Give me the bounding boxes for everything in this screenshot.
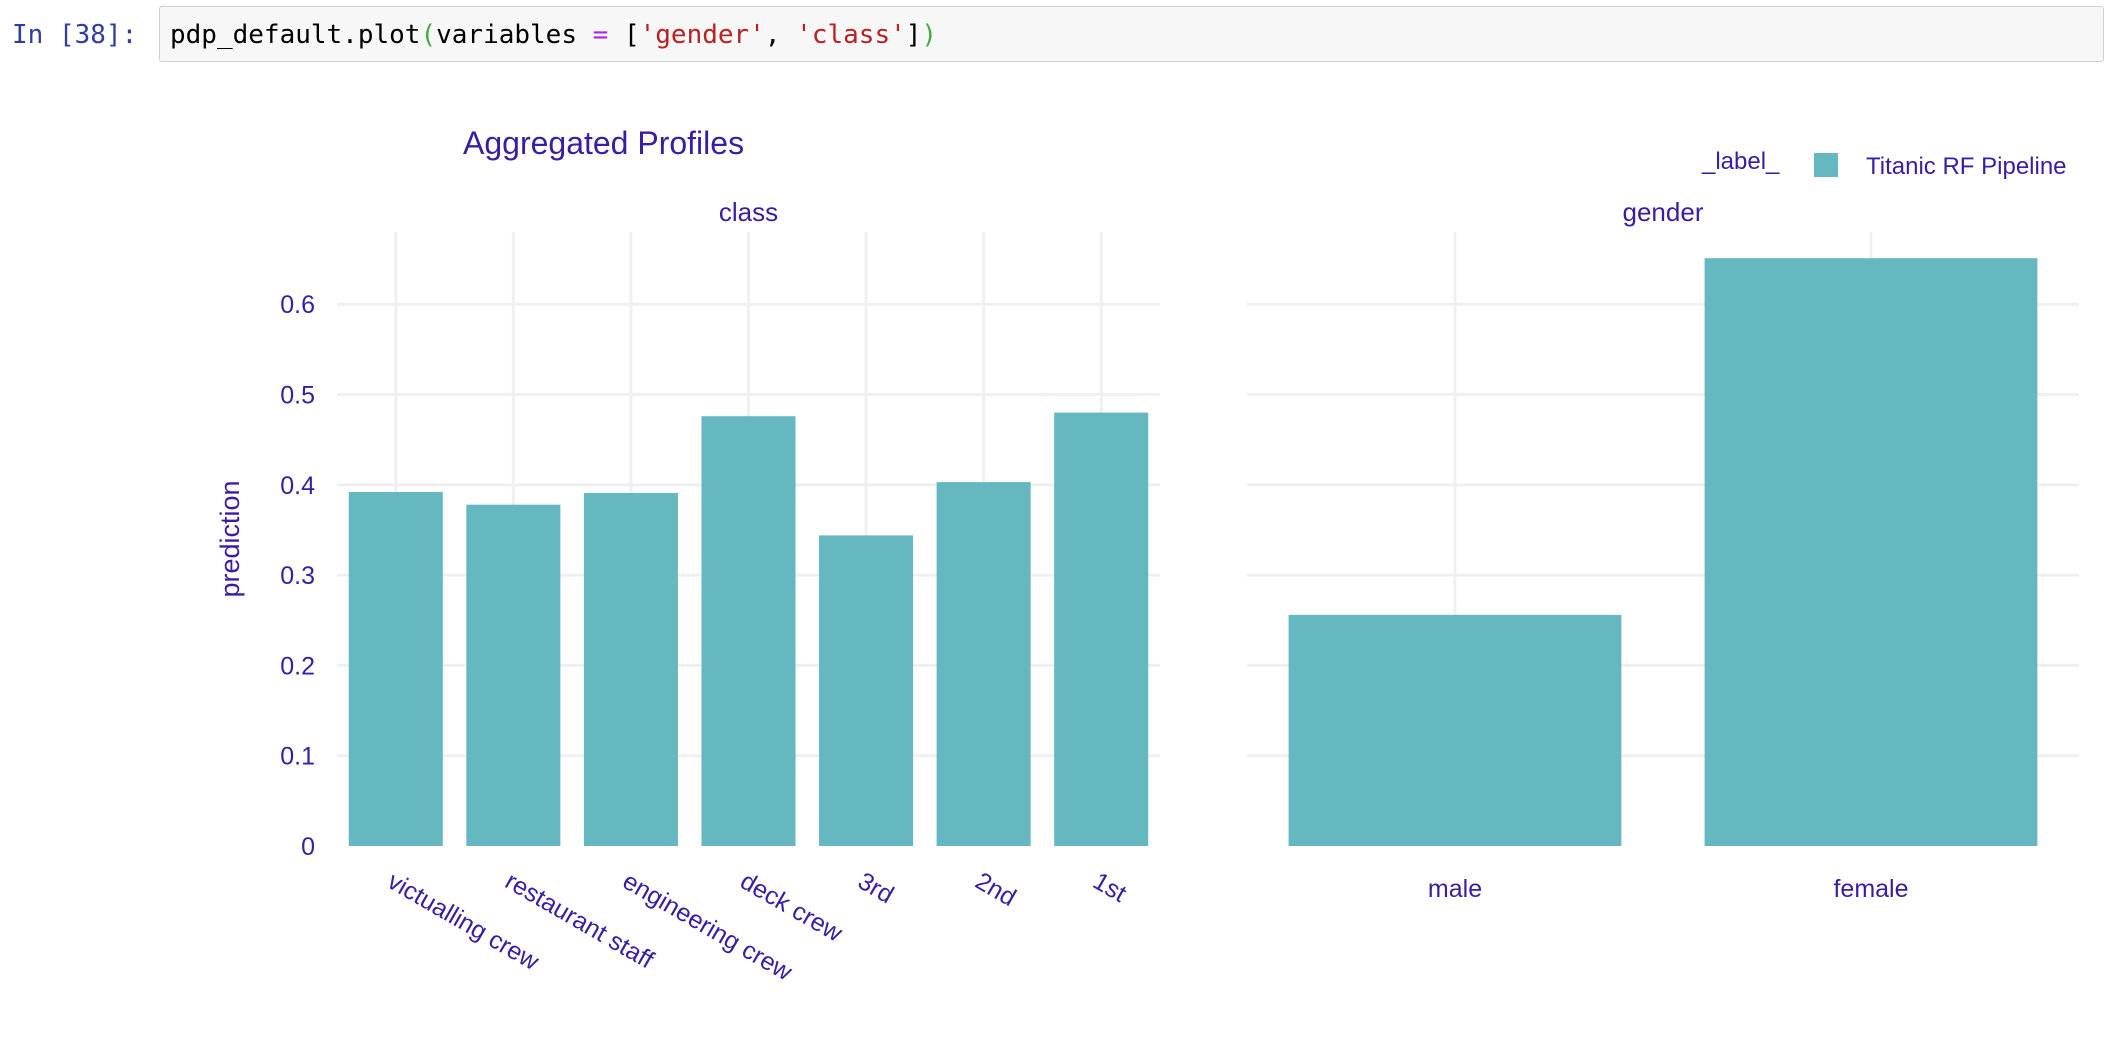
x-tick-label: 3rd	[853, 867, 898, 909]
bar[interactable]	[701, 416, 796, 846]
aggregated-profiles-chart[interactable]: Aggregated Profiles prediction _label_ Tita…	[0, 80, 2104, 1046]
legend-title: _label_	[1701, 148, 1780, 175]
bar[interactable]	[348, 492, 443, 846]
code-callable: pdp_default.plot	[170, 20, 421, 50]
cell-prompt: In [38]:	[12, 20, 138, 50]
code-close-paren: )	[921, 20, 938, 50]
code-open-paren: (	[420, 20, 437, 50]
bar[interactable]	[1704, 258, 2038, 846]
chart-svg: Aggregated Profiles prediction _label_ Tita…	[215, 125, 2079, 987]
code-equals: =	[592, 20, 609, 50]
bar[interactable]	[466, 504, 561, 846]
code-list-open: [	[608, 20, 640, 50]
y-tick-label: 0.3	[280, 562, 315, 590]
code-comma: ,	[764, 20, 797, 50]
code-input[interactable]: pdp_default.plot(variables = ['gender', …	[159, 6, 2104, 62]
x-tick-label: 2nd	[971, 867, 1021, 912]
notebook-cell: In [38]: pdp_default.plot(variables = ['…	[0, 6, 2104, 64]
x-tick-label: 1st	[1088, 867, 1131, 908]
chart-title: Aggregated Profiles	[463, 125, 744, 161]
code-string-gender: 'gender'	[639, 20, 765, 50]
y-tick-label: 0.5	[280, 382, 315, 410]
panel-title-class: class	[719, 197, 778, 227]
x-tick-label: male	[1428, 875, 1482, 903]
code-list-close: ]	[905, 20, 922, 50]
code-string-class: 'class'	[796, 20, 906, 50]
y-tick-label: 0.4	[280, 472, 315, 500]
y-tick-label: 0.2	[280, 652, 315, 680]
code-line: pdp_default.plot(variables = ['gender', …	[170, 20, 937, 50]
y-tick-label: 0.1	[280, 743, 315, 771]
bar[interactable]	[819, 535, 914, 846]
y-tick-label: 0	[301, 833, 315, 861]
legend-entry: Titanic RF Pipeline	[1866, 153, 2067, 180]
y-axis-title: prediction	[215, 480, 245, 597]
y-tick-label: 0.6	[280, 291, 315, 319]
x-tick-label: female	[1833, 875, 1908, 903]
code-arg-name: variables	[436, 20, 593, 50]
bar[interactable]	[1054, 412, 1149, 846]
panel-title-gender: gender	[1623, 197, 1704, 227]
bar[interactable]	[1288, 614, 1622, 846]
bar[interactable]	[936, 482, 1031, 846]
bar[interactable]	[583, 492, 678, 846]
legend-swatch	[1814, 153, 1838, 177]
cell-output: Aggregated Profiles prediction _label_ Tita…	[0, 80, 2104, 1046]
